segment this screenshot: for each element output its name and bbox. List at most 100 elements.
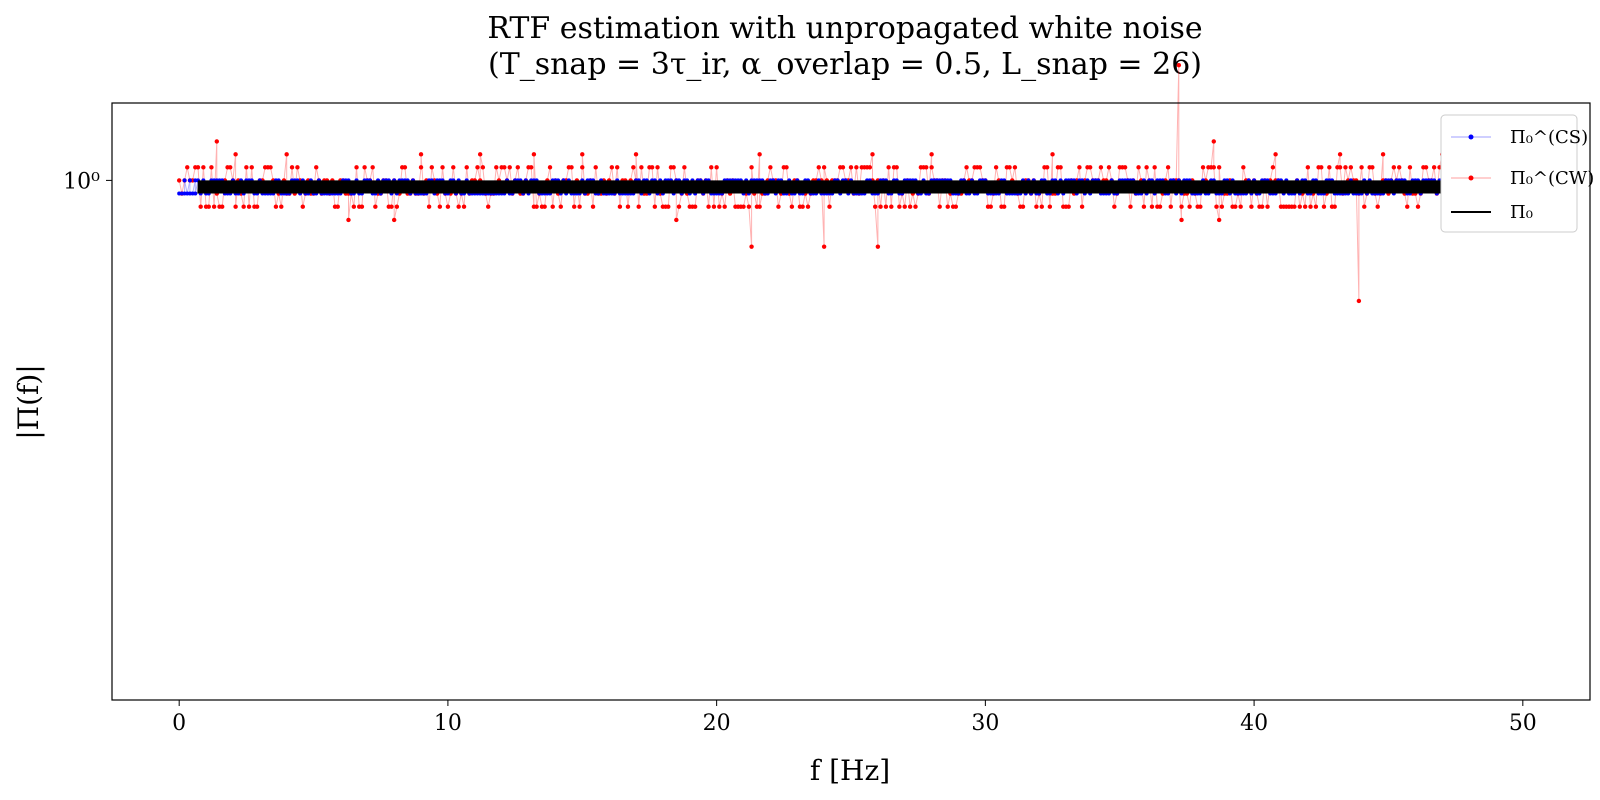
data-point-cw <box>1375 204 1380 209</box>
data-point-cw <box>1308 204 1313 209</box>
data-point-cw <box>1165 165 1171 170</box>
data-point-cw <box>749 165 754 170</box>
data-point-cw <box>206 204 211 209</box>
plot-area <box>176 62 1526 304</box>
data-point-cw <box>593 165 598 170</box>
data-point-cw <box>1431 165 1437 170</box>
data-point-cw <box>633 152 639 157</box>
data-point-cw <box>534 204 539 209</box>
data-point-cw <box>1391 165 1397 170</box>
data-point-cw <box>867 165 873 170</box>
data-point-cw <box>1179 204 1184 209</box>
data-point-cw <box>945 204 950 209</box>
data-point-cw <box>1370 165 1375 170</box>
data-point-cw <box>878 204 883 209</box>
data-point-cw <box>494 165 499 170</box>
data-point-cw <box>1356 298 1362 304</box>
x-axis-label: f [Hz] <box>810 754 890 787</box>
data-point-cw <box>827 204 832 209</box>
data-point-cw <box>666 204 671 209</box>
data-point-cw <box>402 165 408 170</box>
data-point-cw <box>913 204 918 209</box>
data-point-cw <box>854 165 859 170</box>
data-point-cw <box>1407 165 1413 170</box>
data-point-cw <box>757 152 762 157</box>
data-point-cw <box>609 165 615 170</box>
data-point-cw <box>929 152 934 157</box>
y-axis-label: |Π(f)| <box>12 364 45 440</box>
data-point-cw <box>590 204 596 209</box>
data-point-cw <box>1332 204 1337 209</box>
data-point-cw <box>655 165 660 170</box>
data-point-cw <box>924 165 929 170</box>
data-point-cw <box>848 165 854 170</box>
data-point-cw <box>1241 165 1246 170</box>
data-point-cw <box>1141 204 1147 209</box>
data-point-cw <box>717 204 722 209</box>
data-point-cw <box>1219 204 1225 209</box>
data-point-cw <box>776 204 781 209</box>
data-point-cw <box>1079 204 1085 209</box>
data-point-cw <box>429 165 434 170</box>
data-point-cw <box>370 165 375 170</box>
data-point-cw <box>233 204 238 209</box>
data-point-cw <box>289 165 295 170</box>
data-point-cw <box>273 204 279 209</box>
data-point-cw <box>359 204 365 209</box>
data-point-cw <box>1297 204 1302 209</box>
axes-frame <box>111 102 1591 701</box>
data-point-cw <box>233 152 238 157</box>
data-point-cw <box>907 204 913 209</box>
data-point-cw <box>711 204 717 209</box>
data-point-cw <box>1200 165 1206 170</box>
data-point-cw <box>757 204 762 209</box>
data-point-cw <box>714 165 719 170</box>
data-point-cw <box>1152 165 1157 170</box>
legend-label-cs: Π₀^(CS) <box>1510 127 1588 148</box>
data-point-cw <box>279 204 284 209</box>
legend-marker-cs <box>1468 134 1474 140</box>
data-point-cw <box>977 165 983 170</box>
data-point-cw <box>486 204 491 209</box>
data-point-cw <box>768 165 773 170</box>
data-point-cw <box>254 204 260 209</box>
data-point-cw <box>1198 204 1203 209</box>
data-point-cw <box>636 204 641 209</box>
x-tick-label: 0 <box>172 711 186 736</box>
series-line-true <box>197 180 1524 194</box>
data-point-cw <box>1034 204 1039 209</box>
data-point-cw <box>268 165 273 170</box>
data-point-cw <box>1058 165 1063 170</box>
legend-marker-cw <box>1468 175 1474 181</box>
data-point-cw <box>1098 165 1104 170</box>
data-point-cw <box>418 165 424 170</box>
data-point-cw <box>550 204 555 209</box>
data-point-cw <box>507 165 512 170</box>
data-point-cw <box>580 165 585 170</box>
data-point-cw <box>709 165 714 170</box>
data-point-cw <box>1359 165 1364 170</box>
data-point-cw <box>185 165 190 170</box>
data-point-cw <box>362 165 367 170</box>
data-point-cw <box>314 165 319 170</box>
data-point-cw <box>1112 204 1117 209</box>
data-point-cw <box>631 165 636 170</box>
legend: Π₀^(CS) Π₀^(CW) Π₀ <box>1440 114 1594 233</box>
data-point-cw <box>246 204 252 209</box>
data-point-cw <box>625 204 631 209</box>
data-point-cw <box>617 204 623 209</box>
data-point-cw <box>1216 217 1222 223</box>
data-point-cw <box>953 204 959 209</box>
data-point-cw <box>391 217 397 223</box>
data-point-cw <box>1337 152 1343 157</box>
data-point-cw <box>988 204 993 209</box>
data-point-cw <box>1001 204 1007 209</box>
data-point-cw <box>1066 204 1071 209</box>
data-point-cw <box>692 204 698 209</box>
y-tick-label: 10⁰ <box>63 169 100 194</box>
data-point-cw <box>1321 204 1327 209</box>
data-point-cw <box>211 204 217 209</box>
data-point-cw <box>529 165 534 170</box>
data-point-cw <box>1397 165 1402 170</box>
data-point-cw <box>1348 165 1354 170</box>
